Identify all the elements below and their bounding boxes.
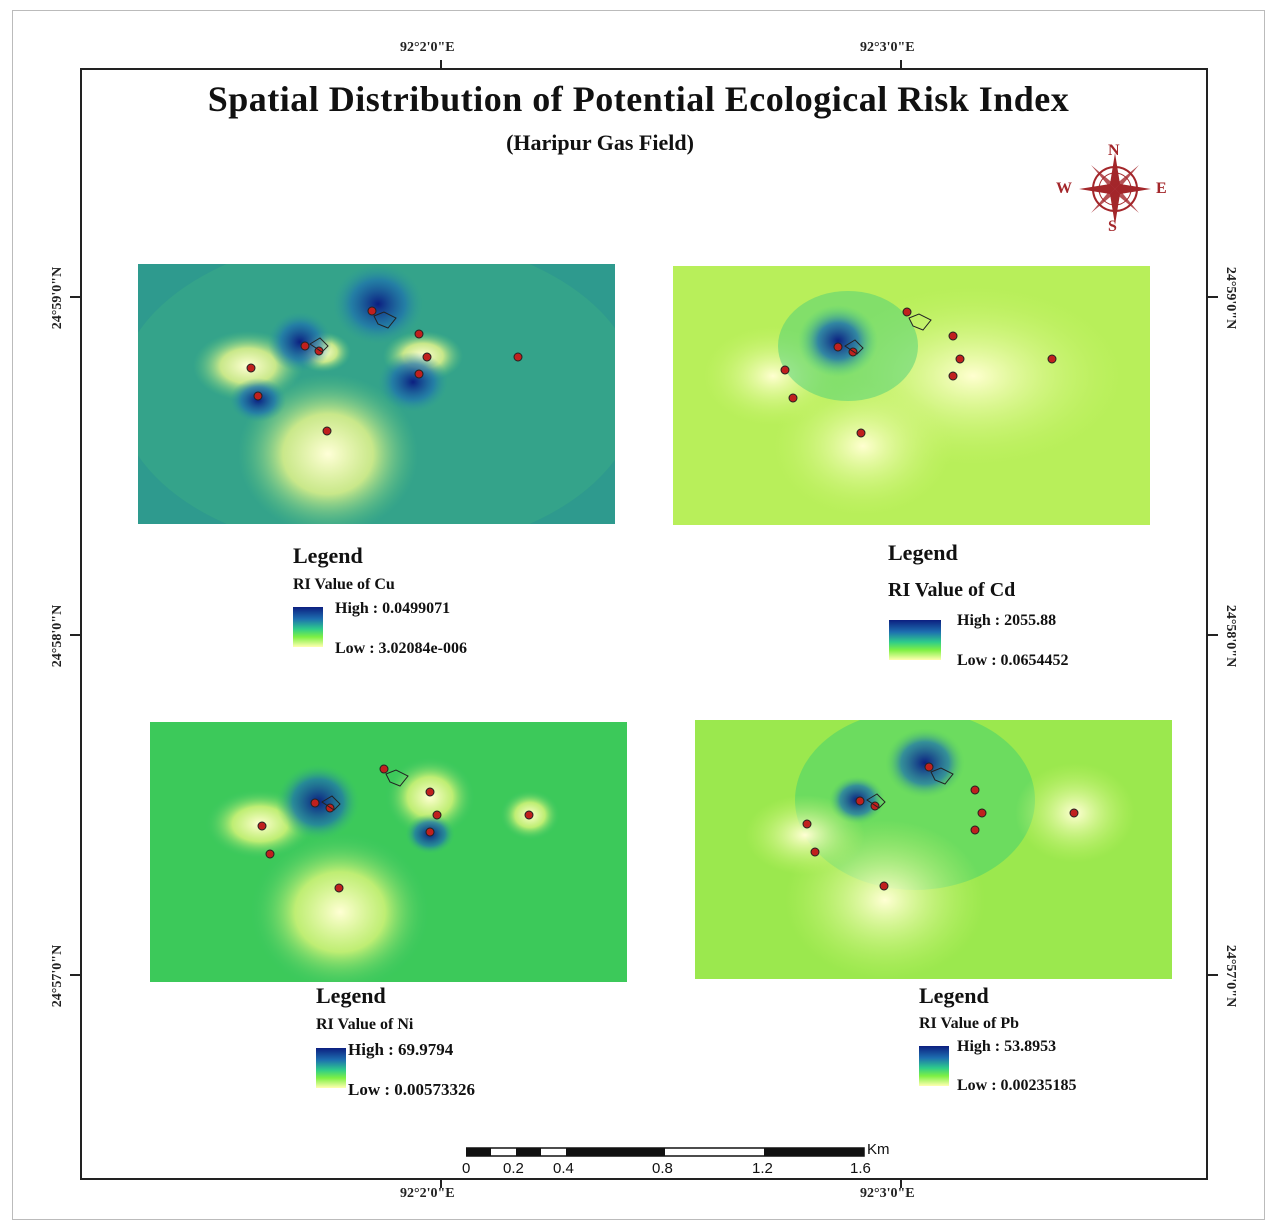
tick [70,296,80,298]
north-label: N [1108,142,1120,160]
legend-high-cu: High : 0.0499071 [335,600,450,618]
legend-ramp-pb [919,1046,949,1086]
south-label: S [1108,218,1117,236]
tick [1208,296,1218,298]
graticule-right-3: 24°57'0"N [1222,916,1238,1036]
legend-high-ni: High : 69.9794 [348,1040,453,1060]
legend-label-pb: RI Value of Pb [919,1015,1019,1033]
scale-label: 1.2 [752,1160,773,1177]
legend-high-cd: High : 2055.88 [957,612,1056,630]
legend-label-cu: RI Value of Cu [293,576,395,594]
scale-unit: Km [867,1141,890,1158]
graticule-right-2: 24°58'0"N [1222,576,1238,696]
tick [440,60,442,70]
scale-label: 0 [462,1160,470,1177]
scale-bar [466,1147,866,1159]
tick [440,1178,442,1188]
legend-title-cd: Legend [888,540,958,566]
graticule-top-2: 92°3'0"E [860,40,915,56]
legend-ramp-cd [889,620,941,660]
legend-label-cd: RI Value of Cd [888,579,1015,602]
map-title: Spatial Distribution of Potential Ecolog… [0,78,1277,120]
legend-ramp-ni [316,1048,346,1088]
graticule-top-1: 92°2'0"E [400,40,455,56]
graticule-bottom-1: 92°2'0"E [400,1186,455,1202]
east-label: E [1156,180,1167,198]
legend-high-pb: High : 53.8953 [957,1038,1056,1056]
map-panel-cu [138,264,615,524]
graticule-left-1: 24°59'0"N [50,238,66,358]
tick [1208,634,1218,636]
legend-low-cu: Low : 3.02084e-006 [335,640,467,658]
scale-label: 0.2 [503,1160,524,1177]
tick [70,634,80,636]
graticule-bottom-2: 92°3'0"E [860,1186,915,1202]
tick [900,60,902,70]
tick [70,974,80,976]
legend-title-ni: Legend [316,983,386,1009]
graticule-left-3: 24°57'0"N [50,916,66,1036]
scale-label: 0.8 [652,1160,673,1177]
scale-label: 0.4 [553,1160,574,1177]
tick [900,1178,902,1188]
graticule-right-1: 24°59'0"N [1222,238,1238,358]
legend-ramp-cu [293,607,323,647]
graticule-left-2: 24°58'0"N [50,576,66,696]
map-panel-pb [695,720,1172,979]
tick [1208,974,1218,976]
map-panel-cd [673,266,1150,525]
legend-label-ni: RI Value of Ni [316,1016,413,1034]
legend-title-cu: Legend [293,543,363,569]
west-label: W [1056,180,1072,198]
scale-label: 1.6 [850,1160,871,1177]
legend-low-ni: Low : 0.00573326 [348,1080,475,1100]
legend-low-cd: Low : 0.0654452 [957,652,1069,670]
legend-title-pb: Legend [919,983,989,1009]
map-subtitle: (Haripur Gas Field) [380,130,820,156]
legend-low-pb: Low : 0.00235185 [957,1077,1077,1095]
map-panel-ni [150,722,627,982]
